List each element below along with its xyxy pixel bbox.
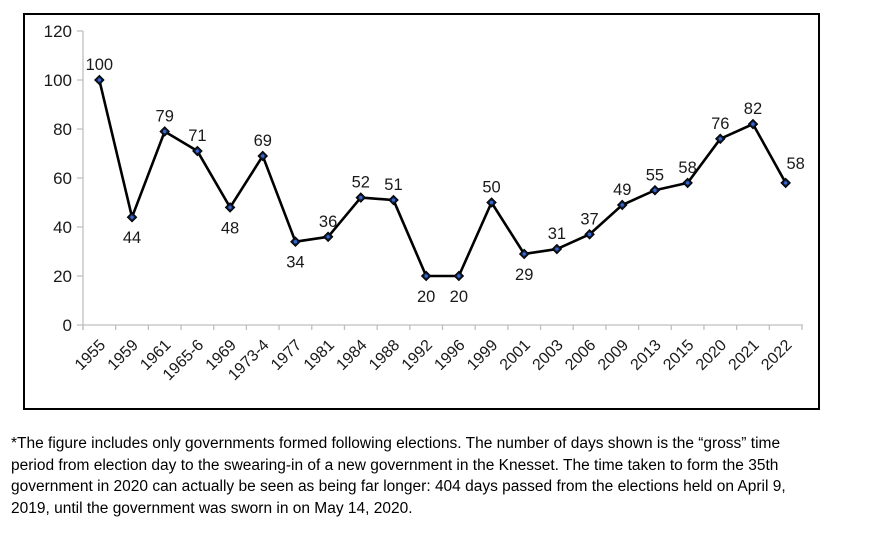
footnote-line: period from election day to the swearing… (11, 456, 779, 474)
data-point-center (228, 205, 232, 210)
data-point-center (97, 78, 102, 82)
y-tick-label: 100 (44, 71, 72, 90)
data-label: 58 (678, 159, 696, 177)
data-label: 71 (188, 127, 206, 145)
data-label: 79 (156, 107, 174, 125)
x-tick-label: 2020 (693, 337, 730, 374)
x-tick-label: 2009 (595, 337, 632, 374)
data-point-center (751, 122, 755, 126)
data-label: 49 (613, 181, 631, 199)
data-label: 29 (515, 266, 533, 284)
y-tick-label: 0 (63, 316, 72, 335)
data-point-center (195, 149, 200, 153)
x-tick-label: 2015 (660, 337, 697, 374)
data-point-center (587, 232, 592, 237)
data-point-center (555, 247, 559, 251)
data-label: 55 (646, 166, 664, 184)
footnote-line: 2019, until the government was sworn in … (11, 500, 413, 518)
data-label: 20 (450, 288, 468, 306)
x-tick-label: 2013 (628, 337, 665, 374)
data-label: 31 (548, 225, 566, 243)
data-point-center (457, 274, 461, 278)
y-tick-label: 20 (53, 267, 72, 286)
x-tick-label: 1992 (399, 337, 436, 374)
y-tick-label: 40 (53, 218, 72, 237)
data-point-center (391, 198, 396, 202)
data-label: 34 (286, 254, 304, 272)
data-point-center (163, 129, 167, 134)
x-tick-label: 2021 (726, 337, 763, 374)
x-tick-label: 1959 (105, 337, 142, 374)
x-tick-label: 1955 (72, 337, 109, 374)
data-label: 58 (786, 155, 804, 173)
data-label: 82 (744, 100, 762, 118)
x-tick-label: 2003 (530, 337, 567, 374)
data-point-center (620, 203, 624, 207)
x-tick-label: 2006 (562, 337, 599, 374)
data-point-center (783, 181, 788, 185)
data-point-center (293, 240, 298, 244)
data-label: 48 (221, 219, 239, 237)
data-label: 20 (417, 288, 435, 306)
data-point-center (718, 137, 722, 141)
data-label: 44 (123, 229, 141, 247)
footnote-line: government in 2020 can actually be seen … (11, 478, 786, 496)
data-label: 51 (384, 176, 402, 194)
data-point-center (522, 252, 526, 256)
y-tick-label: 120 (44, 22, 72, 41)
x-tick-label: 1981 (301, 337, 338, 374)
data-label: 37 (580, 210, 598, 228)
x-tick-label: 1977 (268, 337, 305, 374)
data-label: 50 (482, 179, 500, 197)
data-point-center (489, 200, 494, 205)
line-chart: 0204060801001201955195919611965-61969197… (44, 22, 805, 384)
data-point-center (685, 181, 690, 185)
data-point-center (130, 215, 134, 219)
x-tick-label: 1988 (366, 337, 403, 374)
data-label: 100 (86, 56, 114, 74)
x-tick-label: 1996 (431, 337, 468, 374)
x-tick-label: 2001 (497, 337, 534, 374)
data-point-center (424, 274, 428, 278)
y-tick-label: 80 (53, 120, 72, 139)
data-point-center (359, 195, 363, 200)
data-label: 36 (319, 213, 337, 231)
data-label: 69 (254, 132, 272, 150)
x-tick-label: 1984 (333, 337, 370, 374)
data-label: 76 (711, 115, 729, 133)
chart-footnote: *The figure includes only governments fo… (11, 433, 883, 520)
x-tick-label: 1999 (464, 337, 501, 374)
data-label: 52 (352, 174, 370, 192)
y-tick-label: 60 (53, 169, 72, 188)
data-point-center (653, 188, 657, 192)
series-line (98, 78, 787, 278)
x-tick-label: 2022 (758, 337, 795, 374)
chart-frame (23, 13, 820, 410)
footnote-line: *The figure includes only governments fo… (11, 435, 781, 452)
data-point-center (261, 154, 265, 158)
data-point-center (326, 235, 330, 239)
